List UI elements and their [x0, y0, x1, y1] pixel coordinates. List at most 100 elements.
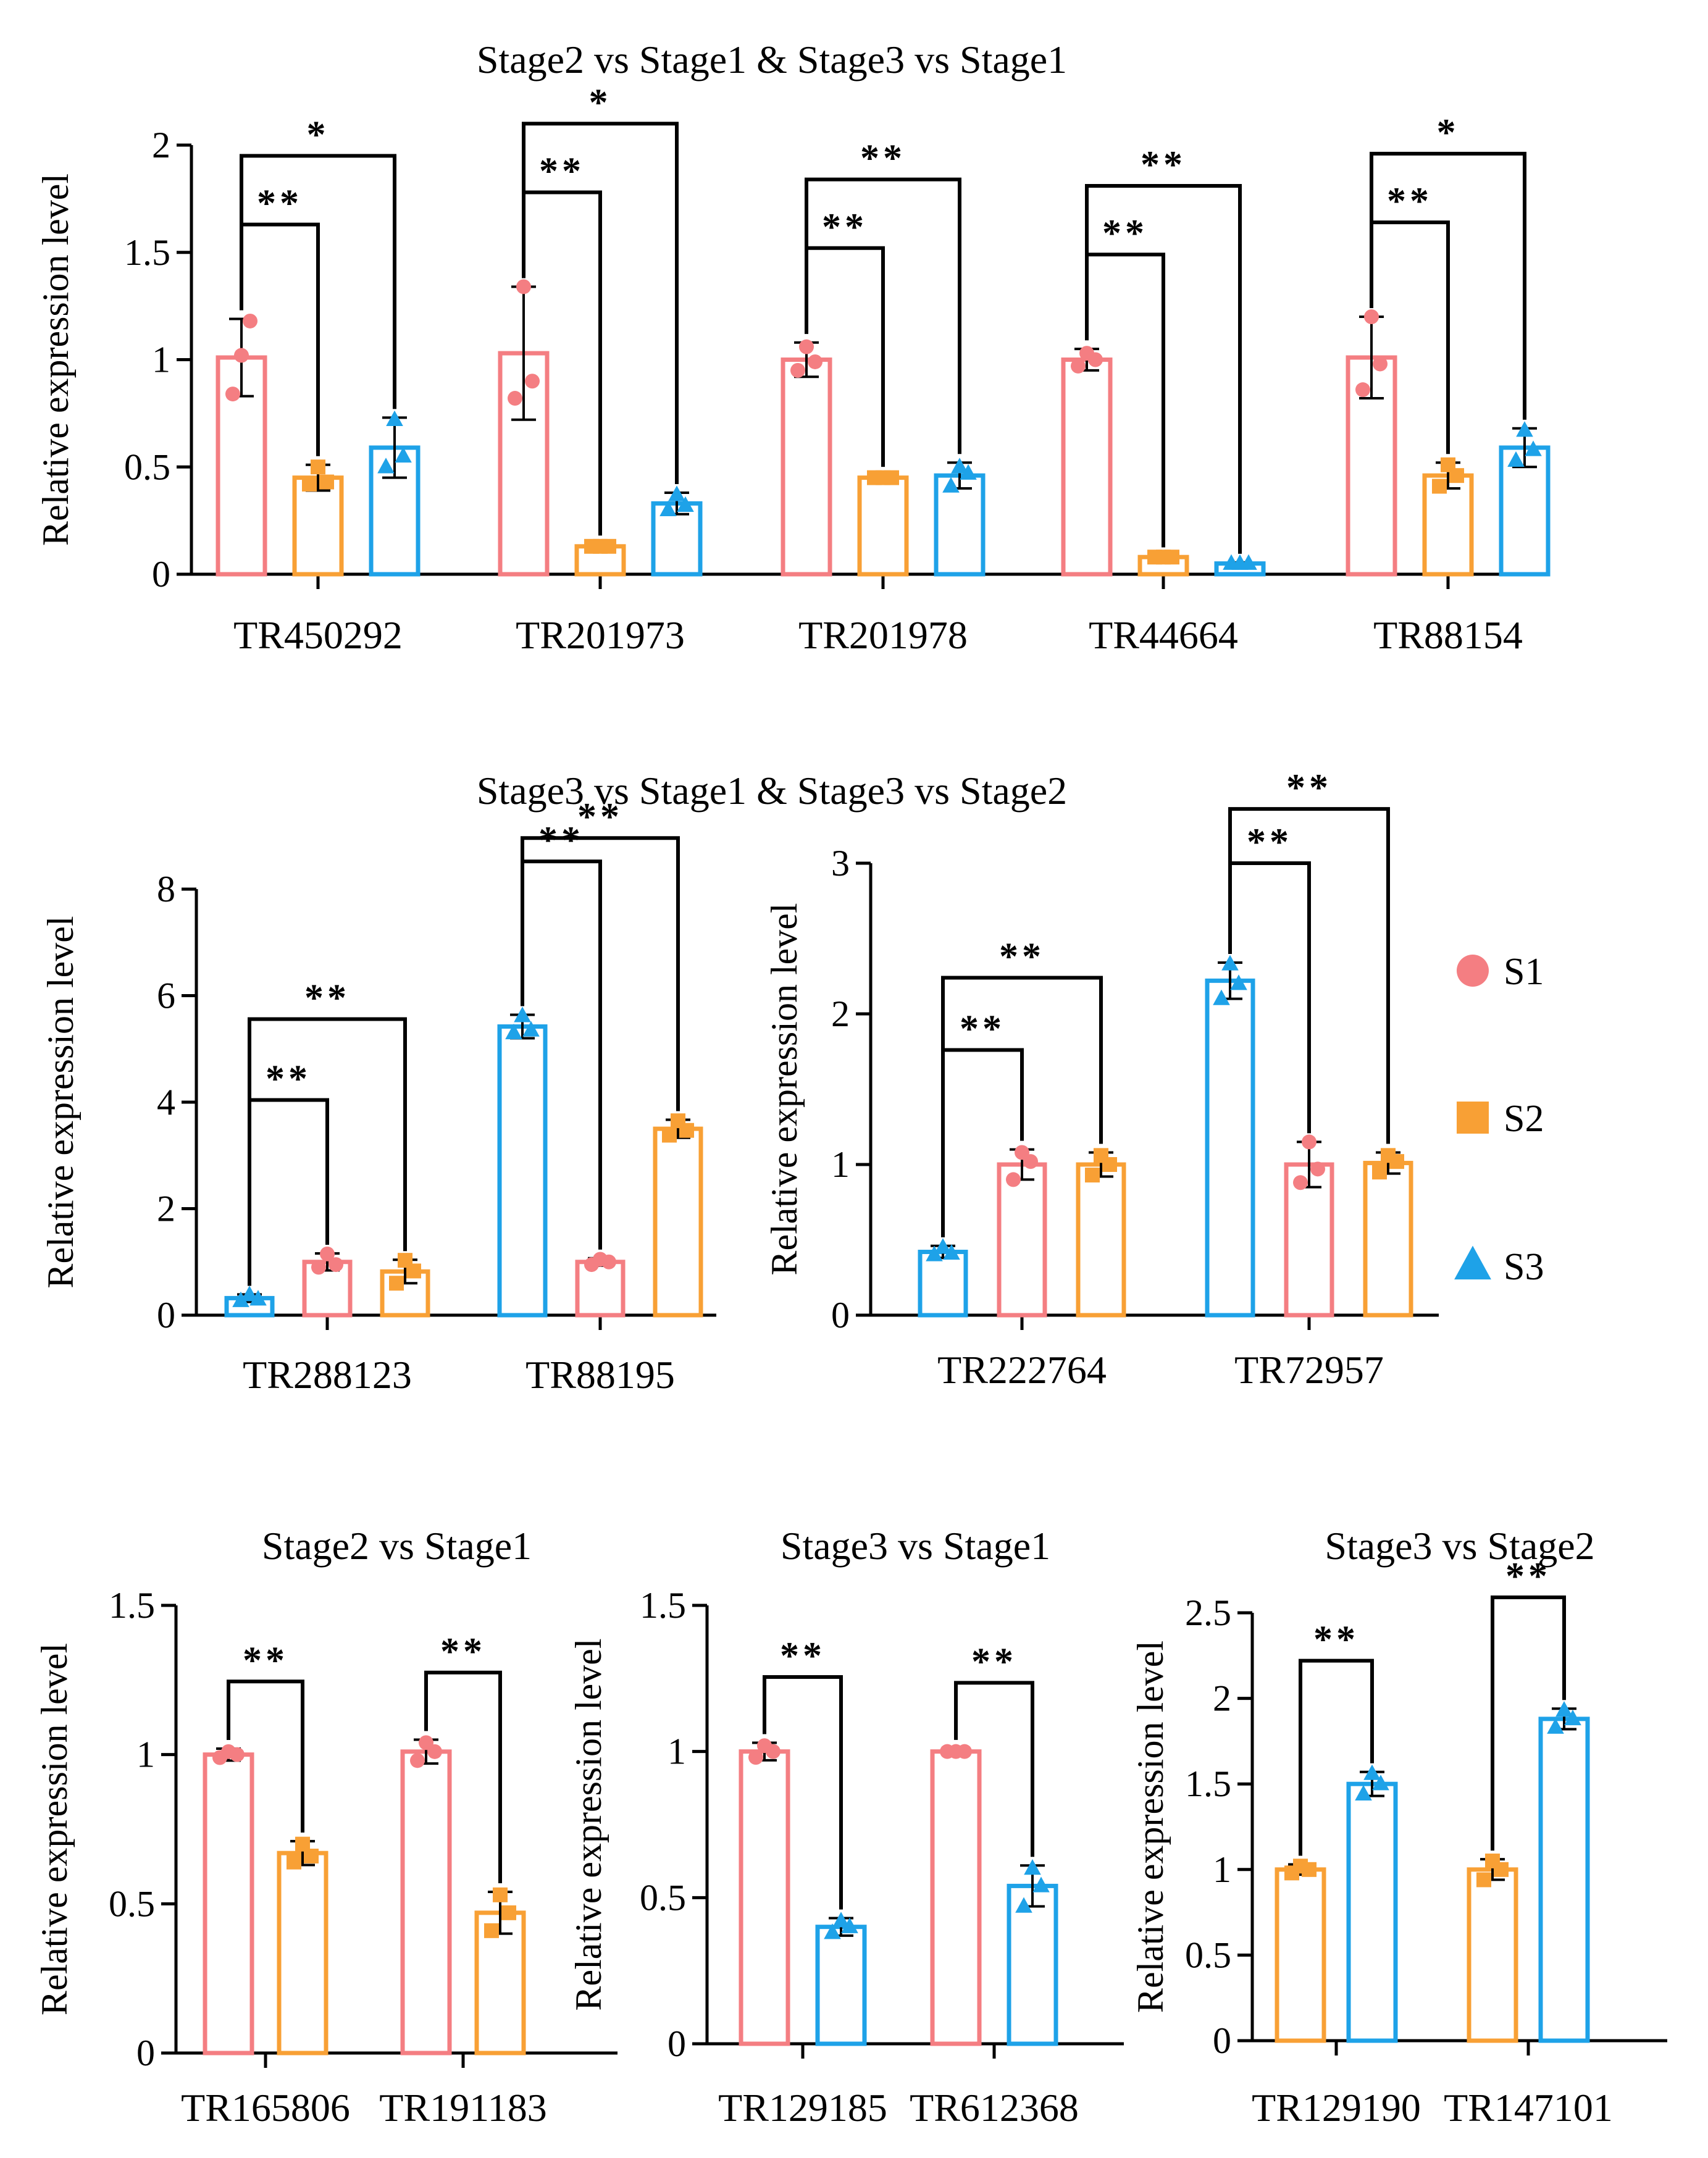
bar-S1: [400, 1749, 452, 2056]
data-point-S1: [225, 387, 240, 402]
significance-bracket: [941, 976, 1103, 1237]
significance-bracket: [521, 859, 602, 1250]
significance-label: *: [307, 114, 330, 156]
x-tick-label: TR201978: [798, 613, 968, 657]
data-point-S3: [1547, 1718, 1564, 1734]
data-point-S1: [808, 354, 823, 369]
legend-label-S1: S1: [1504, 951, 1544, 993]
data-point-S3: [943, 1244, 960, 1260]
data-point-S1: [311, 1260, 326, 1275]
data-point-S1: [410, 1753, 425, 1768]
data-point-S2: [493, 1887, 508, 1902]
bar-S3: [1007, 1883, 1058, 2046]
chart-panel-p3: Relative expression level 0 1 2 3 TR222764 ** *…: [764, 767, 1439, 1392]
y-axis-label: Relative expression level: [568, 1638, 609, 2010]
significance-bracket: [522, 190, 602, 536]
y-tick-label: 3: [831, 843, 850, 884]
significance-label: *: [589, 82, 612, 123]
bar-S2: [857, 475, 909, 577]
x-tick-label: TR612368: [910, 2086, 1079, 2130]
y-tick-label: 0: [157, 1295, 175, 1336]
significance-bracket: [248, 1098, 329, 1286]
data-point-S3: [960, 464, 977, 480]
data-point-S1: [1310, 1161, 1325, 1177]
data-point-S3: [841, 1917, 858, 1933]
data-point-S2: [1389, 1154, 1404, 1169]
data-point-S3: [668, 485, 685, 501]
data-point-S1: [790, 362, 805, 378]
data-point-S3: [1024, 1859, 1041, 1875]
data-point-S2: [1147, 550, 1162, 565]
data-point-S2: [1449, 468, 1464, 483]
chart-title: Stage2 vs Stage1: [262, 1524, 532, 1568]
chart-title: Stage3 vs Stage2: [1325, 1524, 1594, 1568]
significance-label: **: [860, 138, 906, 180]
significance-label: **: [780, 1635, 826, 1677]
chart-panel-p1: Relative expression level 0 0.5 1 1.5 2 TR4502…: [35, 82, 1551, 657]
data-point-S3: [1372, 1775, 1389, 1791]
data-point-S3: [386, 410, 403, 426]
x-tick-label: TR191183: [379, 2086, 546, 2130]
significance-label: **: [257, 183, 303, 225]
bar-S2: [277, 1851, 329, 2056]
chart-panel-p5: Stage3 vs Stage1 Relative expression leve…: [568, 1524, 1124, 2130]
bar-S1: [997, 1162, 1047, 1318]
bar-S2: [1467, 1867, 1518, 2043]
significance-bracket: [954, 1681, 1034, 1857]
y-tick-label: 1: [152, 340, 170, 380]
data-point-S2: [484, 1923, 499, 1938]
bar-S2: [1076, 1162, 1126, 1318]
data-point-S1: [516, 279, 531, 295]
significance-bracket: [240, 222, 320, 456]
x-tick-label: TR288123: [243, 1353, 412, 1397]
row2-title: Stage3 vs Stage1 & Stage3 vs Stage2: [477, 769, 1067, 813]
x-tick-label: TR129185: [718, 2086, 887, 2130]
data-point-S3: [1230, 974, 1247, 990]
significance-bracket: [227, 1679, 304, 1833]
significance-bracket: [941, 1048, 1024, 1237]
data-point-S2: [601, 538, 616, 554]
significance-label: **: [822, 206, 868, 248]
bar-S2: [1275, 1867, 1326, 2043]
chart-panel-p4: Stage2 vs Stage1 Relative expression leve…: [34, 1524, 617, 2130]
data-point-S1: [1088, 352, 1103, 367]
data-point-S1: [508, 391, 522, 406]
bar-S3: [1346, 1781, 1398, 2043]
bar-S2: [1422, 473, 1474, 577]
data-point-S3: [241, 1286, 258, 1302]
y-axis-label: Relative expression level: [40, 916, 81, 1288]
y-tick-label: 0.5: [1185, 1934, 1231, 1975]
significance-label: **: [539, 150, 585, 192]
significance-label: **: [266, 1058, 311, 1100]
x-tick-label: TR147101: [1444, 2086, 1613, 2130]
y-tick-label: 8: [157, 869, 175, 910]
legend-label-S2: S2: [1504, 1098, 1544, 1140]
data-point-S3: [514, 1006, 531, 1023]
y-tick-label: 1: [831, 1144, 850, 1185]
y-tick-label: 0: [1213, 2020, 1231, 2061]
bar-S3: [918, 1250, 968, 1318]
data-point-S1: [1373, 356, 1388, 372]
data-point-S1: [584, 1257, 599, 1273]
significance-bracket: [1228, 807, 1390, 1144]
significance-bracket: [522, 122, 679, 484]
bar-S1: [781, 358, 832, 577]
legend-marker-S3: [1454, 1245, 1491, 1280]
data-point-S2: [1302, 1862, 1317, 1877]
chart-title: Stage3 vs Stage1: [781, 1524, 1050, 1568]
chart-panel-p2: Relative expression level 0 2 4 6 8 TR288123 **…: [40, 796, 716, 1397]
bar-S3: [815, 1925, 867, 2046]
data-point-S3: [505, 1023, 522, 1040]
legend-marker-S2: [1457, 1102, 1489, 1134]
y-tick-label: 1: [1213, 1849, 1231, 1890]
data-point-S3: [1223, 554, 1240, 570]
y-tick-label: 1: [668, 1731, 686, 1772]
bar-S2: [292, 475, 344, 577]
significance-bracket: [248, 1017, 407, 1286]
y-axis-label: Relative expression level: [35, 174, 76, 546]
bar-S1: [575, 1260, 626, 1318]
data-point-S3: [1507, 451, 1525, 467]
data-point-S2: [1476, 1872, 1491, 1888]
data-point-S1: [1293, 1175, 1308, 1190]
data-point-S3: [951, 458, 968, 474]
